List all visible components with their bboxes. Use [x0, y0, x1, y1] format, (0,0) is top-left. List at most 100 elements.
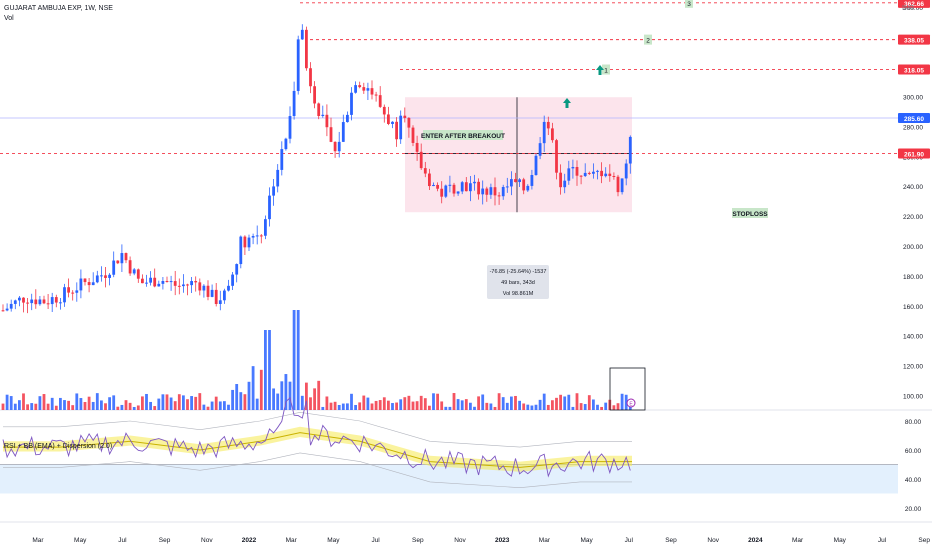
- candle-body: [5, 308, 9, 311]
- bb-upper: [3, 411, 632, 448]
- volume-bar: [411, 401, 415, 410]
- volume-bar: [13, 403, 17, 410]
- volume-bar: [596, 404, 599, 410]
- candle-body: [456, 191, 460, 194]
- volume-bar: [243, 394, 247, 410]
- volume-bar: [264, 330, 267, 410]
- candle-body: [620, 178, 624, 193]
- candle-body: [202, 285, 206, 291]
- volume-bar: [382, 397, 386, 410]
- volume-bar: [538, 399, 542, 410]
- volume-bar: [456, 399, 460, 410]
- volume-bar: [620, 393, 624, 410]
- candle-body: [501, 186, 505, 197]
- volume-bar: [67, 400, 70, 410]
- volume-bar: [276, 393, 280, 410]
- volume-bar: [157, 398, 161, 410]
- volume-bar: [136, 405, 140, 410]
- volume-bar: [423, 398, 427, 410]
- target-badge: [644, 34, 652, 45]
- candle-body: [489, 187, 493, 195]
- time-tick-label: May: [74, 537, 87, 544]
- price-tick-label: 120.00: [903, 364, 923, 371]
- candle-body: [227, 285, 230, 291]
- candle-body: [255, 235, 259, 237]
- rsi-tick-label: 20.00: [905, 506, 922, 513]
- candle-body: [231, 274, 234, 286]
- volume-bar: [362, 395, 366, 410]
- price-tag: [898, 113, 930, 124]
- candle-body: [206, 285, 210, 297]
- rsi-panel: 80.00 60.00 40.00 20.00: [0, 396, 922, 513]
- candle-body: [288, 116, 292, 139]
- volume-bar: [239, 392, 243, 410]
- candle-body: [22, 297, 25, 303]
- price-tag-label: 318.05: [904, 68, 924, 75]
- candle-body: [395, 121, 398, 140]
- candle-body: [13, 300, 17, 304]
- volume-bar: [354, 404, 357, 410]
- candle-body: [407, 117, 411, 128]
- volume-bar: [38, 396, 42, 410]
- volume-bar: [202, 404, 206, 410]
- candle-body: [469, 183, 472, 192]
- time-tick-label: May: [834, 537, 847, 544]
- candle-body: [329, 127, 333, 142]
- target-badge: [685, 0, 693, 8]
- volume-bar: [214, 396, 218, 410]
- candle-body: [71, 292, 75, 294]
- volume-bar: [514, 395, 517, 410]
- bb-lower: [3, 452, 632, 489]
- volume-bar: [231, 389, 234, 410]
- candle-body: [612, 176, 616, 178]
- volume-bar: [190, 396, 193, 410]
- candle-body: [530, 175, 534, 186]
- volume-bar: [300, 395, 304, 410]
- price-tag-label: 362.66: [904, 1, 924, 8]
- volume-bar: [600, 406, 603, 410]
- candle-body: [493, 187, 497, 196]
- volume-bar: [428, 405, 431, 410]
- candle-body: [141, 278, 144, 284]
- candle-body: [79, 278, 83, 291]
- volume-bar: [358, 402, 362, 410]
- price-tick-label: 200.00: [903, 244, 923, 251]
- candle-body: [587, 172, 591, 174]
- candle-body: [95, 275, 99, 283]
- volume-bar: [329, 402, 333, 410]
- candle-body: [223, 290, 226, 301]
- volume-bar: [149, 401, 152, 410]
- candle-body: [542, 121, 546, 144]
- candle-body: [104, 275, 107, 278]
- volume-bar: [79, 398, 83, 410]
- candle-body: [497, 195, 501, 197]
- volume-bar: [469, 402, 472, 410]
- candle-body: [481, 188, 485, 195]
- candle-body: [526, 185, 530, 191]
- volume-bar: [108, 397, 111, 410]
- volume-bar: [592, 399, 595, 410]
- volume-bar: [141, 396, 144, 410]
- volume-bar: [95, 393, 99, 410]
- rsi-tick-label: 80.00: [905, 419, 922, 426]
- time-tick-label: Jul: [878, 537, 887, 544]
- candle-body: [276, 169, 280, 187]
- time-tick-label: Mar: [792, 537, 804, 544]
- price-tag: [898, 64, 930, 75]
- volume-bar: [132, 406, 136, 410]
- volume-bar: [321, 406, 325, 410]
- candle-body: [292, 90, 296, 117]
- candle-body: [608, 173, 612, 177]
- time-tick-label: 2023: [495, 537, 510, 544]
- time-tick-label: May: [327, 537, 340, 544]
- candle-body: [522, 179, 526, 191]
- candle-body: [67, 287, 70, 293]
- candle-body: [83, 278, 87, 283]
- price-tick-label: 280.00: [903, 124, 923, 131]
- volume-bar: [305, 382, 308, 410]
- candle-body: [153, 277, 157, 287]
- volume-bars: [1, 310, 632, 410]
- volume-bar: [505, 402, 509, 410]
- candle-body: [592, 171, 595, 174]
